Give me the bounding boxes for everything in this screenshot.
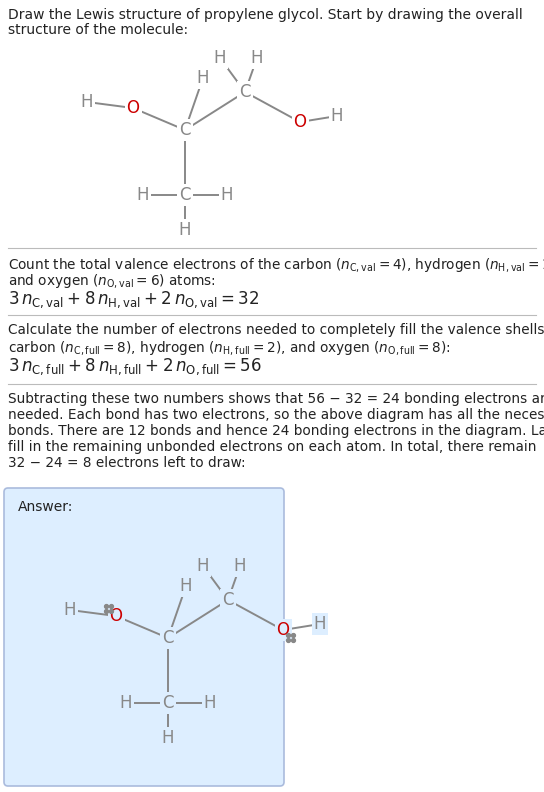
Text: O: O xyxy=(276,621,289,639)
Text: $3\,n_\mathregular{C,full}+8\,n_\mathregular{H,full}+2\,n_\mathregular{O,full}=5: $3\,n_\mathregular{C,full}+8\,n_\mathreg… xyxy=(8,356,262,377)
Text: Calculate the number of electrons needed to completely fill the valence shells f: Calculate the number of electrons needed… xyxy=(8,323,544,337)
Text: O: O xyxy=(294,113,306,131)
Text: H: H xyxy=(162,729,174,747)
Text: C: C xyxy=(180,121,191,139)
Text: $3\,n_\mathregular{C,val}+8\,n_\mathregular{H,val}+2\,n_\mathregular{O,val}=32$: $3\,n_\mathregular{C,val}+8\,n_\mathregu… xyxy=(8,289,259,310)
Text: H: H xyxy=(204,694,217,712)
Text: O: O xyxy=(109,607,122,625)
Text: C: C xyxy=(222,591,234,609)
Text: and oxygen ($n_\mathregular{O,val}=6$) atoms:: and oxygen ($n_\mathregular{O,val}=6$) a… xyxy=(8,272,216,290)
Text: H: H xyxy=(214,49,226,67)
Text: C: C xyxy=(162,629,174,647)
Text: H: H xyxy=(180,577,192,595)
Text: O: O xyxy=(127,99,139,117)
Text: Draw the Lewis structure of propylene glycol. Start by drawing the overall: Draw the Lewis structure of propylene gl… xyxy=(8,8,523,22)
FancyBboxPatch shape xyxy=(4,488,284,786)
Text: H: H xyxy=(64,601,76,619)
Text: H: H xyxy=(251,49,263,67)
Text: carbon ($n_\mathregular{C,full}=8$), hydrogen ($n_\mathregular{H,full}=2$), and : carbon ($n_\mathregular{C,full}=8$), hyd… xyxy=(8,339,451,357)
Text: H: H xyxy=(81,93,93,111)
Text: 32 − 24 = 8 electrons left to draw:: 32 − 24 = 8 electrons left to draw: xyxy=(8,456,246,470)
Text: H: H xyxy=(197,557,209,575)
Text: needed. Each bond has two electrons, so the above diagram has all the necessary: needed. Each bond has two electrons, so … xyxy=(8,408,544,422)
Text: H: H xyxy=(234,557,246,575)
Text: C: C xyxy=(162,694,174,712)
Text: Count the total valence electrons of the carbon ($n_\mathregular{C,val}=4$), hyd: Count the total valence electrons of the… xyxy=(8,256,544,274)
Text: H: H xyxy=(137,186,149,204)
Text: bonds. There are 12 bonds and hence 24 bonding electrons in the diagram. Lastly,: bonds. There are 12 bonds and hence 24 b… xyxy=(8,424,544,438)
Text: H: H xyxy=(331,107,343,125)
Text: H: H xyxy=(314,615,326,633)
Text: Subtracting these two numbers shows that 56 − 32 = 24 bonding electrons are: Subtracting these two numbers shows that… xyxy=(8,392,544,406)
Text: fill in the remaining unbonded electrons on each atom. In total, there remain: fill in the remaining unbonded electrons… xyxy=(8,440,536,454)
Text: H: H xyxy=(197,69,209,87)
Text: H: H xyxy=(221,186,233,204)
Text: H: H xyxy=(120,694,132,712)
Text: structure of the molecule:: structure of the molecule: xyxy=(8,23,188,37)
Text: Answer:: Answer: xyxy=(18,500,73,514)
Text: C: C xyxy=(239,83,251,101)
Text: H: H xyxy=(179,221,191,239)
Text: C: C xyxy=(180,186,191,204)
